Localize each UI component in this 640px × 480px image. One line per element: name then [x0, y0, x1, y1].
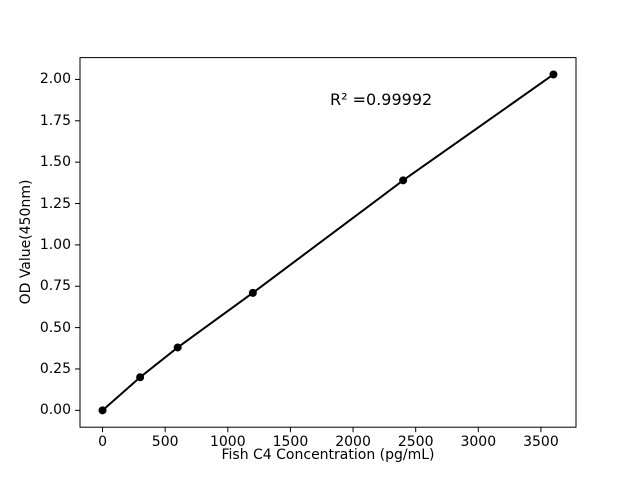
plot-box	[79, 57, 577, 428]
data-point-marker	[248, 288, 257, 297]
series-line	[101, 73, 555, 412]
x-axis-label: Fish C4 Concentration (pg/mL)	[221, 447, 435, 463]
x-tick-label: 1000	[209, 434, 246, 451]
y-tick-label: 0.25	[39, 360, 71, 377]
x-tick-label: 500	[151, 434, 179, 451]
y-axis-label: OD Value(450nm)	[18, 179, 34, 305]
x-tick-label: 1500	[272, 434, 309, 451]
y-tick-label: 0.50	[39, 319, 71, 336]
data-point-marker	[173, 343, 182, 352]
y-tick-label: 1.50	[39, 154, 71, 171]
x-tick-label: 3000	[460, 434, 497, 451]
y-tick-label: 1.00	[39, 236, 71, 253]
data-point-marker	[549, 70, 558, 79]
data-point-marker	[399, 176, 408, 185]
x-tick-label: 2000	[335, 434, 371, 451]
x-tick-label: 2500	[397, 434, 434, 451]
y-tick-label: 2.00	[39, 71, 71, 88]
r-squared-annotation: R² =0.99992	[330, 90, 433, 109]
x-tick-label: 0	[98, 434, 107, 451]
y-tick-label: 1.25	[39, 195, 71, 212]
y-tick-label: 0.75	[39, 278, 71, 295]
data-point-marker	[98, 406, 107, 415]
x-tick-label: 3500	[523, 434, 559, 451]
y-tick-label: 0.00	[39, 402, 71, 419]
y-tick-label: 1.75	[39, 112, 71, 129]
data-point-marker	[136, 373, 145, 382]
